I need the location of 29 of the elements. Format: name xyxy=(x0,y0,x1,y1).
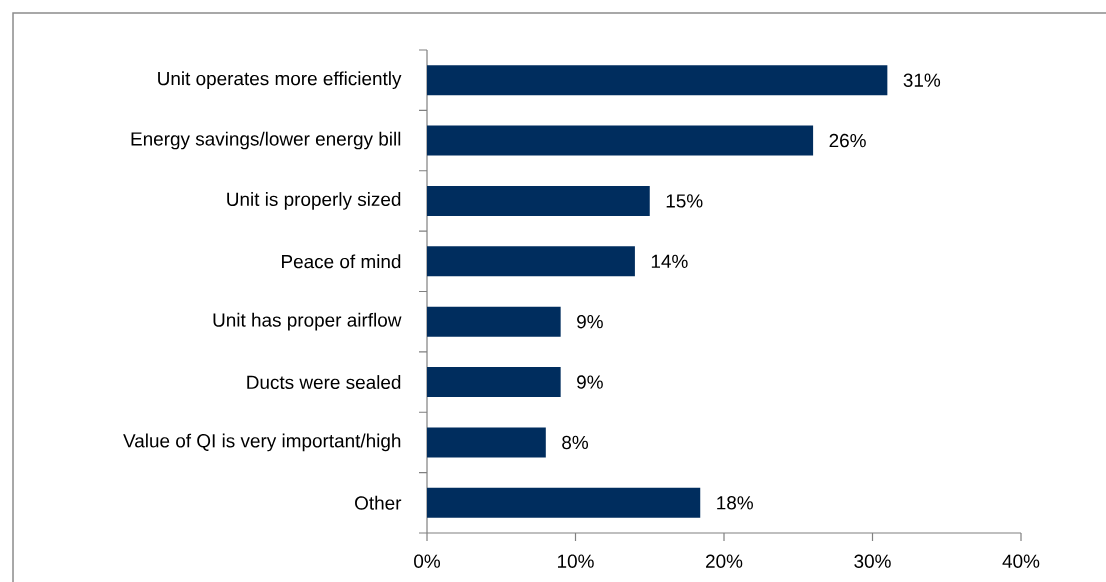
y-tick-label: Other xyxy=(355,495,402,510)
bar xyxy=(427,125,814,156)
x-tick-label: 40% xyxy=(1002,554,1040,568)
data-label: 9% xyxy=(577,375,603,389)
data-label: 8% xyxy=(562,435,589,450)
y-tick-label: Unit has proper airflow xyxy=(213,312,402,331)
x-tick-label: 20% xyxy=(706,554,743,568)
bar xyxy=(427,367,561,398)
x-tick-label: 10% xyxy=(558,554,594,568)
y-tick-label: Ducts were sealed xyxy=(247,375,401,389)
x-tick-label: 30% xyxy=(854,554,891,568)
bar xyxy=(427,65,888,96)
data-label: 15% xyxy=(666,194,703,208)
x-tick-label: 0% xyxy=(414,554,441,568)
data-label: 18% xyxy=(717,496,753,510)
y-tick-label: Unit operates more efficiently xyxy=(158,71,402,89)
bar xyxy=(427,185,650,216)
y-tick-label: Value of QI is very important/high xyxy=(123,433,401,452)
y-tick-label: Peace of mind xyxy=(282,254,401,269)
bar xyxy=(427,427,546,458)
data-label: 14% xyxy=(651,254,688,268)
bar xyxy=(427,246,635,277)
data-label: 31% xyxy=(903,73,941,87)
bar xyxy=(427,487,701,518)
data-label: 26% xyxy=(829,133,866,148)
y-tick-label: Unit is properly sized xyxy=(227,192,401,210)
y-tick-label: Energy savings/lower energy bill xyxy=(131,131,401,150)
bar xyxy=(427,306,561,337)
data-label: 9% xyxy=(577,314,603,329)
